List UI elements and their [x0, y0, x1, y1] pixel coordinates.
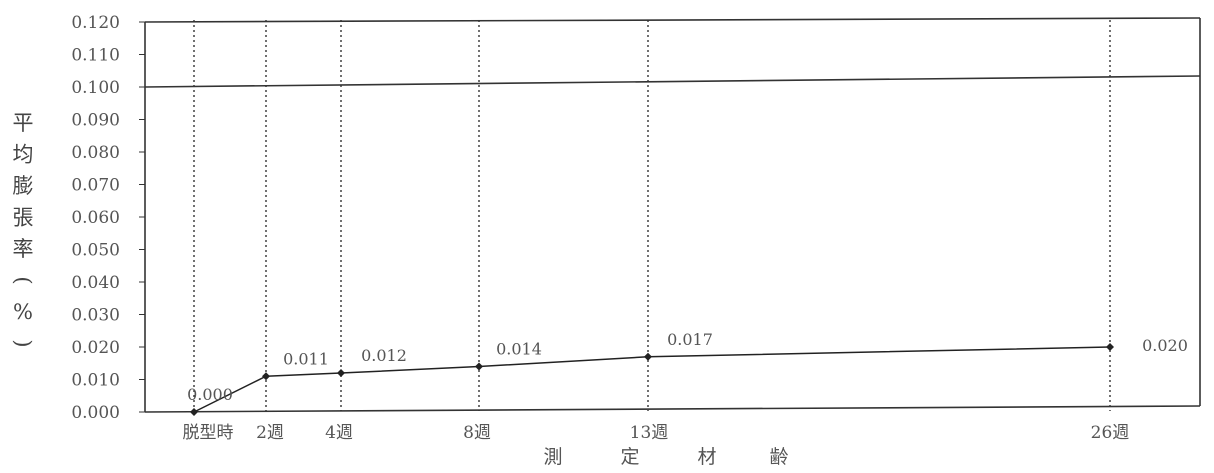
x-tick-label: 4週	[325, 423, 353, 443]
data-label: 0.012	[361, 346, 407, 365]
y-label-char: 率	[13, 237, 34, 261]
y-label-char: 均	[13, 143, 34, 167]
x-axis-ticks: 脱型時 2週 4週 8週 13週 26週	[183, 423, 1130, 443]
plot-top-border	[144, 17, 1201, 23]
y-tick-label: 0.100	[71, 78, 120, 98]
y-tick-label: 0.030	[71, 306, 120, 326]
data-point-marker	[190, 408, 198, 416]
x-tick-label: 26週	[1091, 423, 1130, 443]
threshold-line-0100	[144, 75, 1201, 88]
x-tick-label: 2週	[256, 423, 284, 443]
y-tick-label: 0.110	[71, 46, 120, 66]
x-axis-line	[144, 405, 1201, 413]
series-polyline	[193, 346, 1111, 413]
data-label: 0.011	[283, 349, 329, 368]
y-tick-label: 0.040	[71, 273, 120, 293]
y-tick-label: 0.080	[71, 143, 120, 163]
data-label: 0.014	[496, 340, 542, 359]
x-tick-label: 13週	[630, 423, 669, 443]
data-label: 0.000	[187, 385, 233, 404]
data-points	[190, 343, 1114, 416]
x-label-char: 測	[543, 446, 562, 468]
y-tick-label: 0.020	[71, 338, 120, 358]
y-tick-label: 0.120	[71, 13, 120, 33]
x-label-char: 材	[697, 446, 716, 468]
y-tick-label: 0.070	[71, 176, 120, 196]
data-label: 0.020	[1142, 336, 1188, 355]
data-point-marker	[262, 372, 270, 381]
y-label-char: 膨	[13, 174, 34, 198]
x-label-char: 定	[620, 446, 639, 468]
y-tick-label: 0.050	[71, 241, 120, 261]
y-tick-label: 0.060	[71, 208, 120, 228]
data-point-marker	[644, 352, 652, 361]
x-axis-label: 測定材齢	[543, 446, 788, 468]
x-label-char: 齢	[769, 446, 788, 468]
y-tick-label: 0.000	[71, 403, 120, 423]
data-label: 0.017	[667, 330, 713, 349]
y-label-char: 張	[13, 206, 34, 230]
y-tick-label: 0.090	[71, 111, 120, 131]
data-labels: 0.000 0.011 0.012 0.014 0.017 0.020	[187, 330, 1188, 404]
data-point-marker	[1106, 343, 1114, 351]
data-point-marker	[475, 362, 483, 371]
y-label-char: (	[11, 276, 35, 284]
x-tick-label: 脱型時	[183, 423, 234, 443]
threshold-line	[144, 75, 1201, 88]
y-label-char: 平	[13, 111, 34, 135]
series-line	[193, 346, 1111, 413]
x-tick-label: 8週	[463, 423, 491, 443]
y-axis-ticks: 0.000 0.010 0.020 0.030 0.040 0.050 0.060 0.070…	[71, 13, 145, 423]
data-point-marker	[337, 369, 345, 377]
y-tick-label: 0.010	[71, 371, 120, 391]
y-label-char: )	[11, 339, 35, 347]
y-label-char: %	[13, 300, 33, 324]
